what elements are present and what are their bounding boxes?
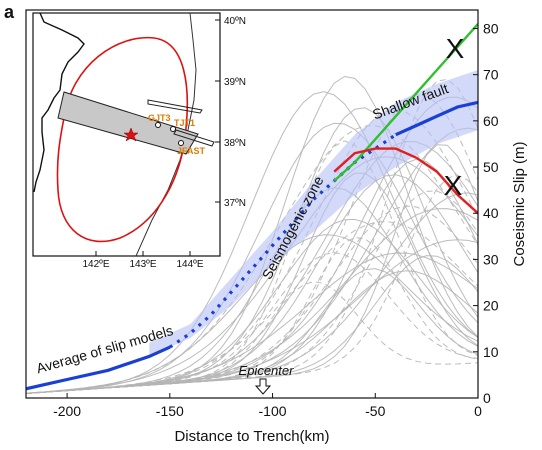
station-marker-jfast: [178, 140, 184, 146]
profile-extension: [147, 99, 203, 114]
y-tick-label: 60: [483, 113, 499, 129]
coastline: [33, 12, 85, 193]
y-tick-label: 30: [483, 251, 499, 267]
x-tick-label: -150: [156, 403, 184, 419]
inset-lat-axis: 40ºN 39ºN 38ºN 37ºN: [215, 16, 246, 209]
slip-models: [26, 75, 478, 394]
inset-map: GJT3 TJT1 JFAST 40ºN 39ºN 38ºN 37ºN 142º…: [32, 12, 246, 270]
station-marker-gjt3: [155, 122, 161, 128]
average-line-deep: [26, 345, 171, 391]
uncertainty-band-area: [149, 70, 478, 357]
slip-model-curve: [26, 252, 478, 394]
y-tick-label: 80: [483, 20, 499, 36]
x-tick-label: -50: [365, 403, 385, 419]
inset-lat-40: 40ºN: [224, 16, 246, 27]
station-marker-tjt1: [170, 126, 176, 132]
inset-lat-38: 38ºN: [224, 138, 246, 149]
epicenter-arrow: [254, 378, 272, 395]
y-tick-label: 70: [483, 67, 499, 83]
inset-lat-37: 37ºN: [224, 198, 246, 209]
y-axis-label: Coseismic Slip (m): [511, 141, 528, 266]
rejected-mark-lower: X: [444, 170, 463, 201]
inset-lon-axis: 142ºE 143ºE 144ºE: [82, 251, 204, 270]
y-tick-label: 10: [483, 344, 499, 360]
x-tick-label: 0: [474, 403, 482, 419]
rejected-mark-upper: X: [446, 33, 465, 64]
slip-model-curve: [26, 91, 478, 394]
series-lines: [26, 23, 478, 391]
average-line-seismogenic: [168, 133, 397, 349]
profile-box: [57, 91, 199, 155]
x-axis: -200 -150 -100 -50 0: [53, 393, 482, 419]
inset-lon-143: 143ºE: [129, 259, 156, 270]
x-tick-label: -100: [259, 403, 287, 419]
profile-extension-2: [173, 129, 215, 147]
station-label-tjt1: TJT1: [174, 118, 195, 128]
inset-lon-144: 144ºE: [176, 259, 203, 270]
average-line-shallow: [395, 100, 478, 137]
y-tick-label: 20: [483, 298, 499, 314]
y-tick-label: 0: [483, 390, 491, 406]
station-label-jfast: JFAST: [177, 146, 206, 156]
decay-extrapolation-line: [333, 147, 478, 215]
y-tick-label: 40: [483, 205, 499, 221]
y-axis: 0 10 20 30 40 50 60 70 80: [473, 20, 499, 406]
inset-lon-142: 142ºE: [82, 259, 109, 270]
linear-extrapolation-line: [333, 23, 478, 182]
uncertainty-band: [149, 70, 478, 357]
inset-lat-39: 39ºN: [224, 77, 246, 88]
epicenter-label: Epicenter: [239, 363, 295, 378]
plot-frame: [25, 9, 479, 399]
y-tick-label: 50: [483, 159, 499, 175]
slip-contour: [56, 36, 189, 243]
epicenter-star: [123, 127, 139, 142]
x-axis-label: Distance to Trench(km): [174, 428, 329, 445]
panel-label: a: [4, 2, 15, 22]
x-tick-label: -200: [53, 403, 81, 419]
trench-line: [135, 12, 197, 257]
station-label-gjt3: GJT3: [148, 113, 171, 123]
